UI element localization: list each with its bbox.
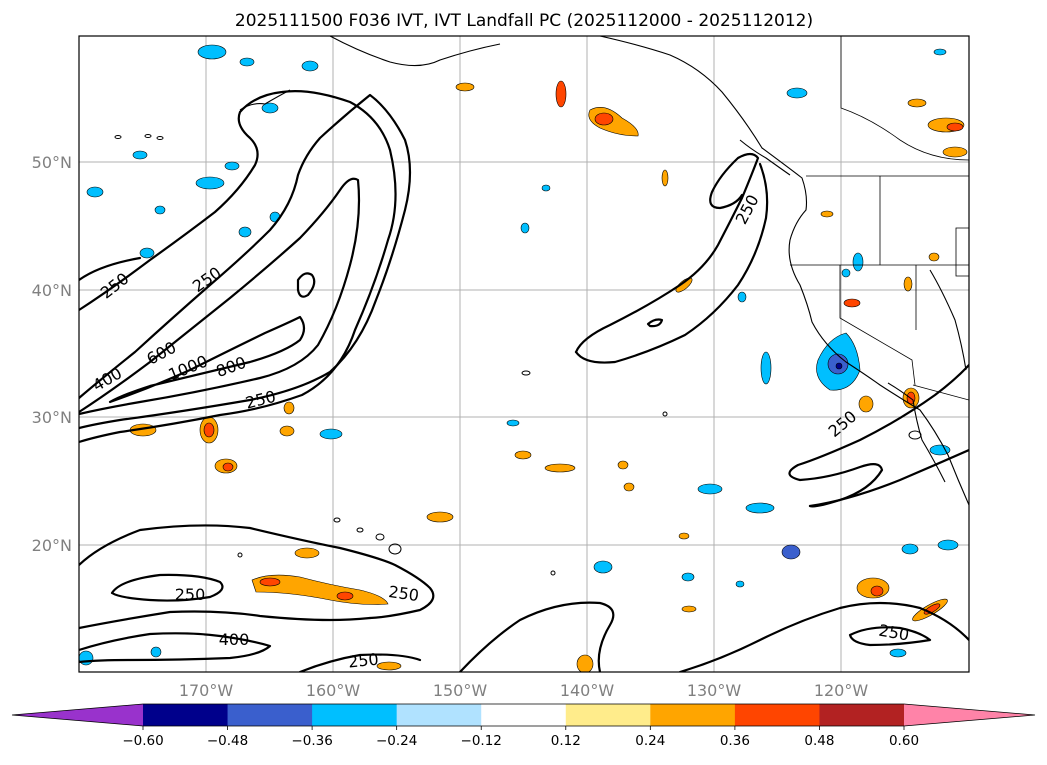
lat-label: 40°N: [32, 281, 72, 300]
contour-250-se: [788, 363, 969, 508]
lat-label: 20°N: [32, 536, 72, 555]
colorbar-bin: [227, 704, 313, 726]
neg-blob-gulf-alaska: [197, 44, 227, 60]
figure-title: 2025111500 F036 IVT, IVT Landfall PC (20…: [235, 11, 813, 31]
colorbar-bin: [819, 704, 905, 726]
lon-label: 140°W: [560, 681, 615, 700]
colorbar-bin: [734, 704, 820, 726]
lon-label: 120°W: [814, 681, 869, 700]
political-borders: [790, 36, 969, 401]
colorbar-tick-label: −0.36: [291, 733, 332, 749]
contour-250-east-ar: [574, 152, 760, 354]
colorbar-bin: [143, 704, 229, 726]
colorbar-bin: [565, 704, 651, 726]
contour-400-sw: [79, 632, 272, 664]
contour-250-sw: [79, 524, 435, 620]
colorbar-tick-label: 0.12: [551, 733, 581, 749]
colorbar-tick-label: −0.60: [122, 733, 163, 749]
colorbar-tick-label: 0.36: [720, 733, 750, 749]
contour-1000: [108, 315, 306, 404]
contour-label: 250: [347, 649, 379, 671]
contour-label: 250: [387, 582, 420, 605]
colorbar-bin: [650, 704, 736, 726]
contour-400: [79, 93, 412, 430]
contour-label: 400: [219, 630, 250, 649]
islands: [114, 134, 922, 576]
contour-600: [79, 177, 361, 416]
contour-250-main: [79, 90, 397, 444]
lon-label: 150°W: [433, 681, 488, 700]
colorbar-tick-label: 0.48: [804, 733, 834, 749]
lon-label: 170°W: [179, 681, 234, 700]
colorbar-tick-label: 0.24: [635, 733, 665, 749]
lon-label: 130°W: [687, 681, 742, 700]
colorbar-extend-left: [12, 704, 143, 726]
pc-fill-blobs: [79, 44, 968, 672]
contour-small-loop: [646, 318, 664, 328]
colorbar-tick-label: 0.60: [889, 733, 919, 749]
colorbar-bin: [396, 704, 482, 726]
contour-250-west-top: [79, 256, 142, 282]
longitude-labels: 170°W 160°W 150°W 140°W 130°W 120°W: [179, 681, 869, 700]
colorbar-bin: [481, 704, 567, 726]
colorbar: −0.60 −0.48 −0.36 −0.24 −0.12 0.12 0.24 0.36 0.4…: [11, 703, 1036, 749]
contour-800-loop: [296, 272, 316, 298]
colorbar-tick-label: −0.12: [461, 733, 502, 749]
contour-label: 250: [175, 585, 206, 604]
lon-label: 160°W: [306, 681, 361, 700]
colorbar-tick-label: −0.24: [376, 733, 417, 749]
colorbar-extend-right: [904, 704, 1035, 726]
ivt-contours: [79, 90, 969, 672]
lat-label: 50°N: [32, 153, 72, 172]
colorbar-bin: [312, 704, 398, 726]
latitude-labels: 50°N 40°N 30°N 20°N: [32, 153, 72, 555]
lat-label: 30°N: [32, 408, 72, 427]
coastlines: [239, 36, 969, 506]
map-frame: [78, 35, 970, 673]
pos-blob-hawaii-band: [251, 574, 389, 605]
colorbar-tick-label: −0.48: [207, 733, 248, 749]
map-panel: 250 250 400 600 1000 800 250 250 250 250…: [78, 35, 970, 673]
